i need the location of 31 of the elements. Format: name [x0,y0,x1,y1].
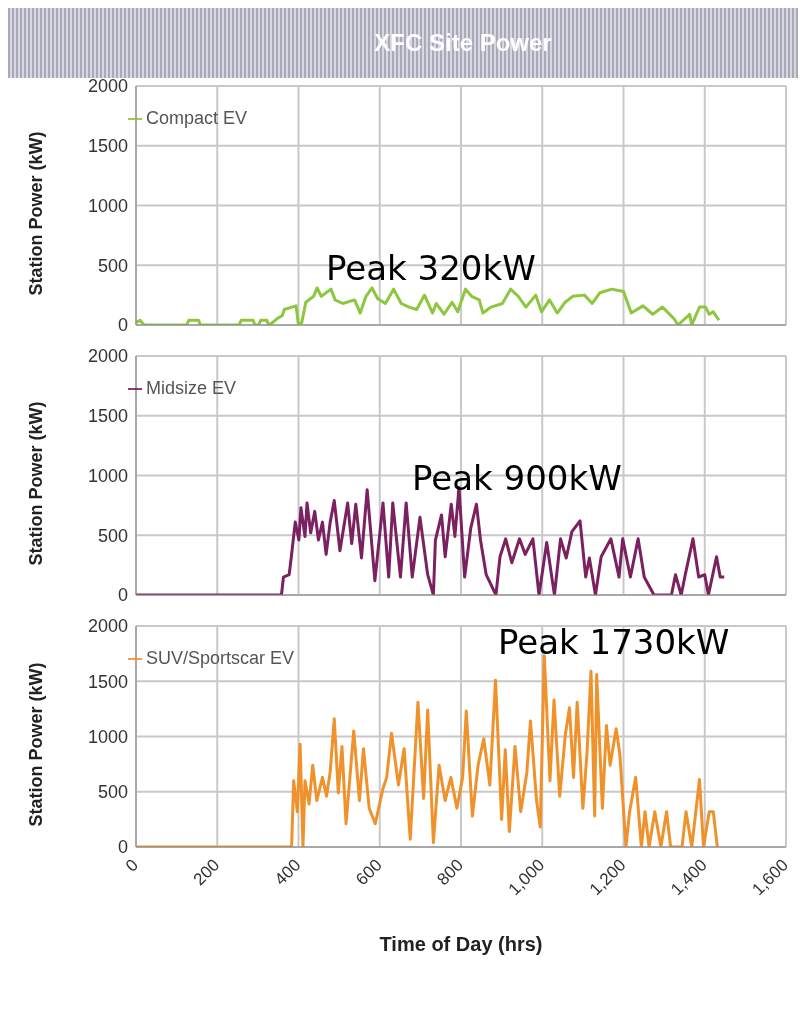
y-axis-title: Station Power (kW) [26,662,47,827]
y-tick-label: 0 [117,837,128,858]
y-tick-label: 2000 [87,616,128,637]
y-tick-label: 1500 [87,671,128,692]
y-tick-label: 1000 [87,195,128,216]
x-tick-label: 400 [271,855,305,890]
x-tick-label: 800 [433,855,467,890]
y-tick-label: 2000 [87,346,128,367]
y-tick-label: 0 [117,315,128,336]
annotation: Peak 1730kW [498,622,730,662]
x-axis-title: Time of Day (hrs) [379,933,543,955]
y-tick-label: 500 [97,782,128,803]
annotation: Peak 320kW [326,248,536,288]
y-axis-title: Station Power (kW) [26,401,47,566]
y-tick-label: 0 [117,585,128,606]
annotation: Peak 900kW [412,458,622,498]
y-tick-label: 1500 [87,406,128,427]
chart-title: XFC Site Power [8,8,798,78]
text: SUV/Sportscar EV [146,648,295,668]
x-tick-label: 200 [189,855,224,890]
y-axis-title: Station Power (kW) [26,131,47,296]
y-tick-label: 2000 [87,76,128,97]
text: Compact EV [146,108,248,128]
y-tick-label: 500 [97,525,128,546]
y-tick-label: 1000 [87,726,128,747]
y-tick-label: 1000 [87,465,128,486]
x-tick-label: 600 [352,855,386,890]
y-tick-label: 1500 [87,136,128,157]
line-series [136,286,721,325]
y-tick-label: 500 [97,255,128,276]
text: Midsize EV [146,378,237,398]
